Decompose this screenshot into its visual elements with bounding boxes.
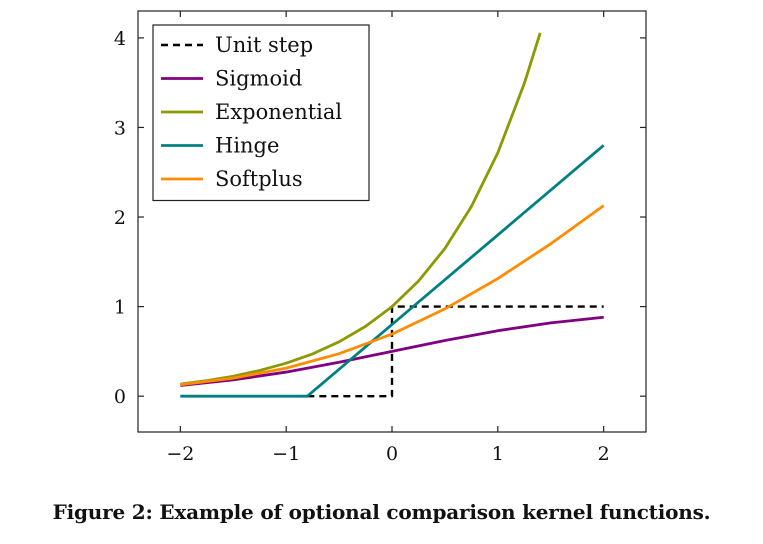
x-tick-label: −1 bbox=[272, 443, 300, 465]
series-layer bbox=[180, 32, 605, 398]
figure-caption: Figure 2: Example of optional comparison… bbox=[52, 500, 711, 524]
legend-label-hinge: Hinge bbox=[215, 134, 279, 158]
legend: Unit step Sigmoid Exponential Hinge Softplus bbox=[152, 24, 370, 202]
series-line-sigmoid bbox=[180, 315, 604, 387]
x-tick-label: −2 bbox=[166, 443, 194, 465]
series-line-softplus bbox=[180, 204, 605, 387]
x-tick-label: 2 bbox=[598, 443, 610, 465]
legend-label-softplus: Softplus bbox=[215, 167, 303, 191]
legend-label-exponential: Exponential bbox=[215, 100, 342, 124]
x-tick-label: 0 bbox=[386, 443, 398, 465]
series-line-hinge bbox=[180, 144, 605, 398]
series-line-exponential bbox=[180, 32, 542, 386]
legend-label-sigmoid: Sigmoid bbox=[215, 67, 302, 91]
ticks-layer: −2 −1 0 1 2 0 1 2 3 4 bbox=[114, 11, 646, 465]
y-tick-label: 3 bbox=[114, 117, 126, 139]
y-tick-label: 2 bbox=[114, 207, 126, 229]
chart: −2 −1 0 1 2 0 1 2 3 4 Unit step Sigmoid Exponential… bbox=[114, 10, 647, 465]
legend-label-unit-step: Unit step bbox=[215, 33, 313, 57]
y-tick-label: 4 bbox=[114, 28, 126, 50]
series-line-unit-step bbox=[307, 305, 604, 398]
y-tick-label: 1 bbox=[114, 297, 126, 319]
y-tick-label: 0 bbox=[114, 386, 126, 408]
x-tick-label: 1 bbox=[492, 443, 504, 465]
